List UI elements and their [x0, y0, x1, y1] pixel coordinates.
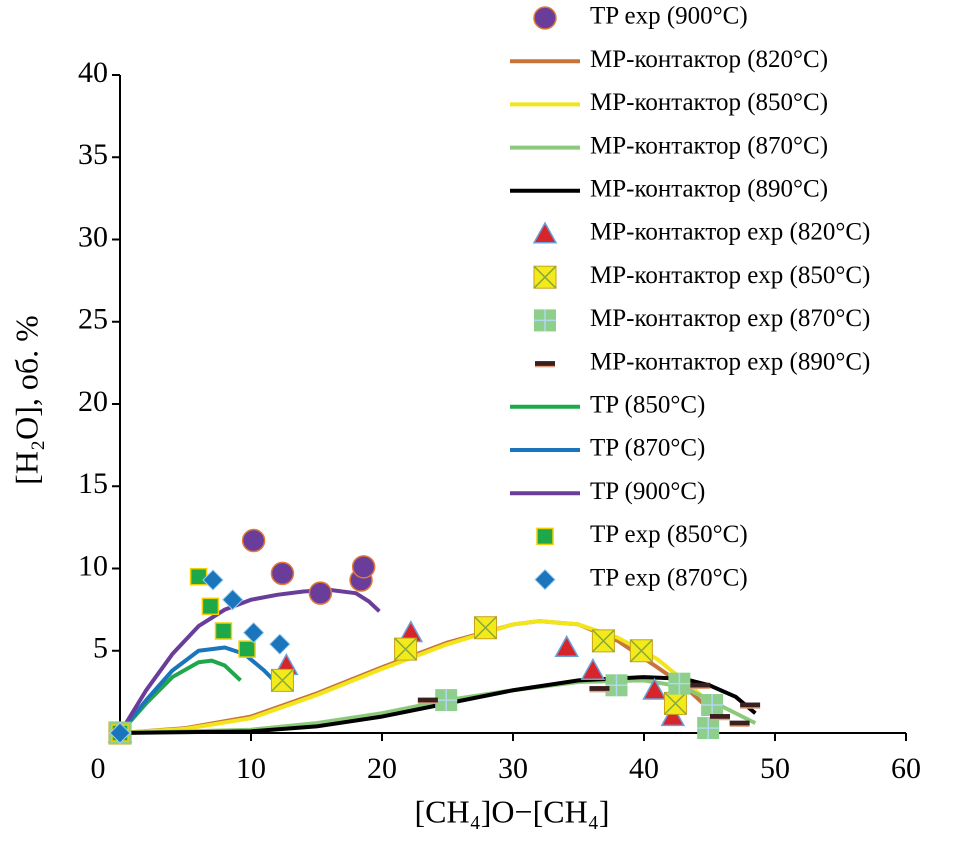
series-line: [119, 619, 705, 735]
marker-x-square: [473, 616, 498, 640]
legend: TP exp (900°C) MP-контактор (820°C) MP-кон…: [510, 3, 870, 591]
plot-area: 0 10 20 30 40 50 60 5 10 15 20 25 30 35 40: [78, 56, 921, 785]
x-tick-label: 50: [760, 752, 790, 785]
marker-plus-square: [605, 674, 628, 697]
marker-diamond: [269, 633, 291, 655]
y-tick-label: 15: [78, 467, 108, 500]
marker-plus-square: [435, 689, 458, 712]
series-line: [118, 658, 242, 735]
marker-plus-square: [697, 717, 720, 740]
x-tick-label: 0: [91, 752, 106, 785]
y-axis-label: [H₂O], об. %: [8, 315, 44, 485]
marker-plus-square: [701, 694, 724, 717]
marker-triangle: [554, 634, 579, 658]
legend-label: TP (850°C): [590, 392, 705, 419]
legend-label: MP-контактор (870°C): [590, 132, 828, 159]
marker-x-square: [591, 629, 615, 653]
legend-label: TP (870°C): [590, 435, 705, 462]
legend-label: MP-контактор exp (870°C): [590, 305, 870, 332]
marker-x-square: [394, 637, 418, 661]
marker-diamond: [221, 589, 244, 611]
marker-diamond: [202, 569, 224, 591]
legend-label: TP exp (850°C): [590, 521, 748, 548]
marker-x-square: [270, 668, 294, 692]
series-line: [118, 645, 286, 735]
marker-diamond: [534, 568, 556, 591]
legend-label: MP-контактор exp (850°C): [590, 262, 870, 289]
x-tick-label: 40: [629, 752, 659, 785]
x-axis-label: [CH₄]O−[CH₄]: [415, 793, 610, 829]
marker-dash: [417, 697, 438, 704]
legend-label: MP-контактор (820°C): [590, 46, 828, 73]
marker-dash: [740, 702, 761, 709]
marker-circle: [351, 555, 376, 579]
legend-label: MP-контактор (850°C): [590, 89, 828, 116]
marker-dash: [690, 682, 711, 690]
x-tick-label: 30: [498, 752, 528, 785]
legend-label: MP-контактор (890°C): [590, 176, 828, 203]
legend-label: TP exp (900°C): [590, 3, 748, 30]
marker-square: [536, 527, 554, 546]
marker-x-square: [533, 265, 557, 289]
marker-circle: [270, 561, 295, 586]
marker-triangle: [642, 677, 667, 700]
legend-label: MP-контактор exp (890°C): [590, 348, 870, 375]
marker-diamond: [109, 722, 131, 744]
y-tick-label: 5: [93, 632, 108, 665]
marker-triangle: [660, 704, 686, 727]
marker-square: [238, 640, 256, 658]
marker-dash: [709, 714, 730, 721]
marker-plus-square: [668, 672, 691, 695]
series-line: [118, 587, 381, 735]
marker-diamond: [242, 621, 265, 644]
y-tick-label: 30: [78, 220, 108, 253]
y-tick-label: 35: [78, 138, 108, 171]
marker-circle: [308, 581, 333, 605]
marker-dash: [729, 720, 750, 727]
y-tick-label: 10: [78, 549, 108, 582]
legend-label: TP (900°C): [590, 478, 705, 505]
y-tick-label: 25: [78, 303, 108, 336]
marker-square: [189, 567, 208, 586]
marker-circle: [241, 528, 266, 553]
y-tick-label: 20: [78, 385, 108, 418]
x-tick-label: 10: [236, 752, 266, 785]
marker-square: [201, 597, 220, 616]
marker-plus-square: [534, 309, 556, 332]
marker-x-square: [663, 691, 687, 715]
legend-label: TP exp (870°C): [590, 564, 748, 591]
series-line: [119, 675, 757, 735]
x-tick-label: 20: [367, 752, 397, 785]
marker-x-square: [629, 639, 653, 663]
legend-label: MP-контактор exp (820°C): [590, 219, 870, 246]
marker-triangle: [580, 657, 606, 681]
marker-dash: [535, 361, 555, 368]
x-tick-label: 60: [891, 752, 921, 785]
marker-dash: [589, 686, 610, 693]
marker-square: [214, 622, 233, 640]
marker-circle: [533, 6, 557, 30]
y-tick-label: 40: [78, 56, 108, 89]
marker-triangle: [532, 221, 558, 244]
